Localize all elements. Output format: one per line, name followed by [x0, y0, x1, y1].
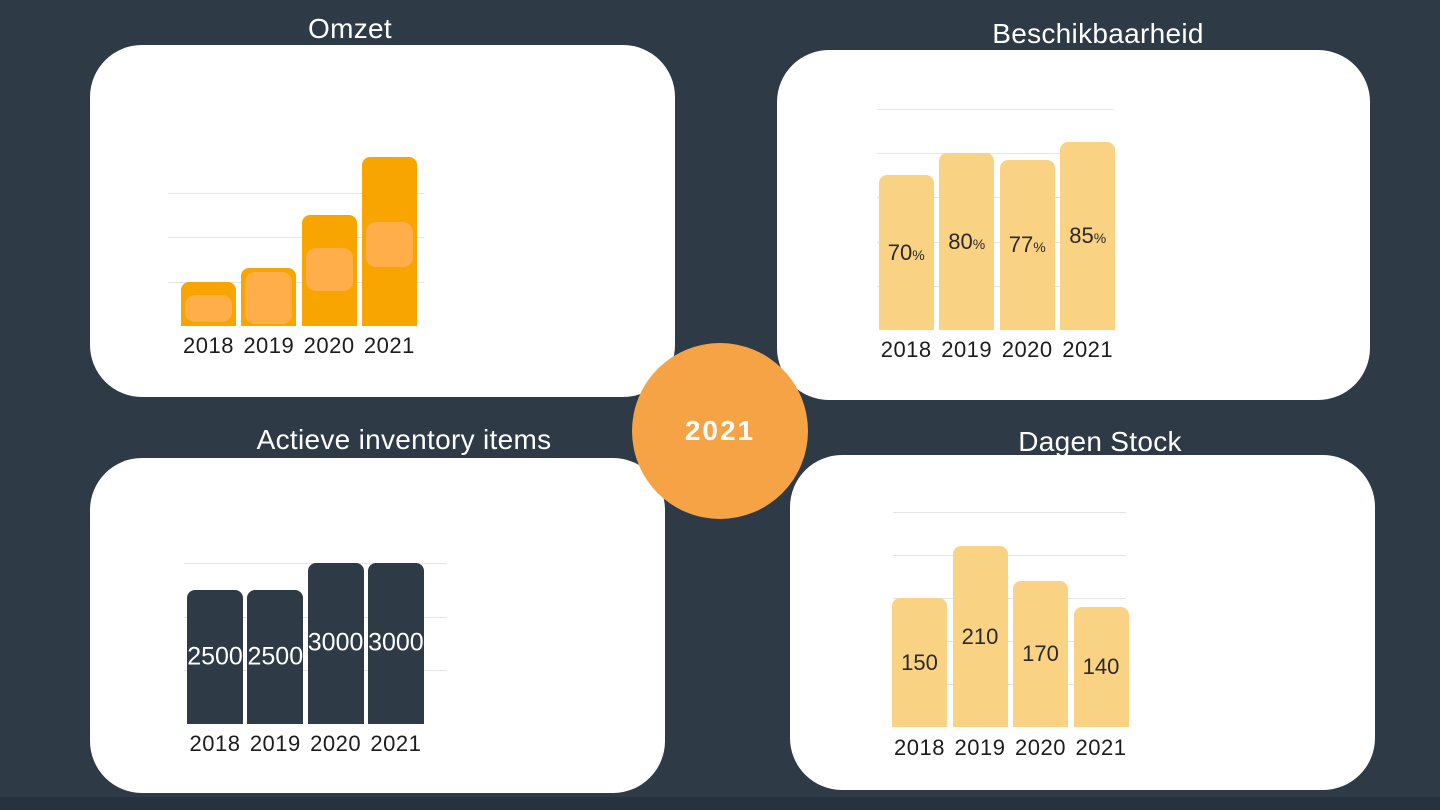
omzet-chart-card: 2018 2019 2020 2021: [90, 45, 675, 397]
beschikbaarheid-x-label-2019: 2019: [941, 337, 993, 362]
inventory-bar-2021[interactable]: 3000: [367, 563, 424, 724]
omzet-bar-highlight: [305, 247, 353, 291]
inventory-bar-2018[interactable]: 2500: [187, 590, 243, 724]
beschikbaarheid-bar-2019[interactable]: 80%: [939, 153, 995, 330]
dagen-x-label-2021: 2021: [1075, 734, 1127, 760]
omzet-x-label-2018: 2018: [183, 333, 234, 358]
omzet-x-label-2021: 2021: [363, 333, 415, 358]
omzet-x-axis-labels: 2018 2019 2020 2021: [181, 333, 417, 359]
inventory-value-label: 3000: [368, 628, 424, 657]
inventory-x-axis-labels: 2018 2019 2020 2021: [187, 731, 424, 757]
dagen-gridline: [893, 641, 1126, 643]
beschikbaarheid-gridline: [877, 153, 1114, 155]
beschikbaarheid-value-label: 80%: [948, 228, 986, 254]
dagen-gridline: [893, 598, 1126, 600]
omzet-bar-2020[interactable]: [301, 214, 357, 326]
omzet-x-label-2020: 2020: [303, 333, 355, 358]
dagen-bar-2018[interactable]: 150: [892, 598, 947, 728]
chart-title-dagen-stock: Dagen Stock: [1018, 426, 1182, 457]
bottom-edge-strip: [0, 797, 1440, 810]
beschikbaarheid-x-axis-labels: 2018 2019 2020 2021: [879, 337, 1116, 363]
beschikbaarheid-gridline: [877, 108, 1114, 110]
dagen-gridline: [893, 555, 1126, 557]
dagen-gridline: [893, 684, 1126, 686]
beschikbaarheid-gridline: [877, 241, 1114, 243]
chart-title-beschikbaarheid: Beschikbaarheid: [992, 18, 1204, 49]
omzet-x-label-2019: 2019: [243, 333, 295, 358]
inventory-value-label: 2500: [187, 642, 243, 671]
omzet-bar-highlight: [245, 272, 293, 325]
omzet-bar-highlight: [365, 221, 413, 267]
dagen-bar-2019[interactable]: 210: [952, 546, 1008, 728]
beschikbaarheid-x-label-2020: 2020: [1001, 337, 1053, 362]
inventory-x-label-2020: 2020: [310, 730, 362, 756]
beschikbaarheid-x-label-2021: 2021: [1062, 337, 1114, 362]
percent-suffix: %: [1093, 229, 1107, 246]
dagen-value-label: 150: [901, 649, 938, 675]
actieve-inventory-items-chart-card: 2500 2500 3000 3000 2018 2019 2020 2021: [90, 458, 665, 793]
dagen-bar-2021[interactable]: 140: [1073, 606, 1129, 728]
beschikbaarheid-gridline: [877, 285, 1114, 287]
omzet-gridline: [168, 192, 424, 194]
chart-title-actieve-inventory-items: Actieve inventory items: [256, 424, 552, 455]
omzet-bar-2021[interactable]: [361, 156, 417, 326]
beschikbaarheid-bar-2018[interactable]: 70%: [878, 175, 934, 330]
dagen-x-label-2020: 2020: [1015, 734, 1066, 760]
beschikbaarheid-value-label: 85%: [1069, 222, 1107, 248]
inventory-value-label: 3000: [307, 628, 364, 657]
inventory-bar-2020[interactable]: 3000: [307, 563, 364, 724]
dagen-x-axis-labels: 2018 2019 2020 2021: [892, 735, 1129, 761]
omzet-bar-2018[interactable]: [181, 281, 236, 326]
percent-suffix: %: [912, 246, 925, 263]
inventory-value-label: 2500: [247, 642, 304, 671]
percent-suffix: %: [972, 235, 986, 252]
omzet-bar-highlight: [185, 294, 232, 322]
dagen-value-label: 170: [1022, 641, 1059, 667]
dagen-value-label: 210: [961, 623, 999, 649]
beschikbaarheid-chart-card: 70% 80% 77% 85% 2018 2019 2020 2021: [777, 50, 1370, 400]
inventory-x-label-2019: 2019: [249, 730, 301, 756]
beschikbaarheid-value-label: 70%: [887, 239, 925, 265]
dagen-bar-2020[interactable]: 170: [1013, 580, 1068, 728]
dagen-x-label-2019: 2019: [954, 734, 1006, 760]
dagen-value-label: 140: [1082, 654, 1120, 680]
beschikbaarheid-gridline: [877, 197, 1114, 199]
year-badge-label: 2021: [684, 415, 756, 446]
omzet-bar-2019[interactable]: [241, 268, 297, 326]
dagen-gridline: [893, 512, 1126, 513]
beschikbaarheid-bar-2020[interactable]: 77%: [999, 159, 1055, 330]
dagen-x-label-2018: 2018: [894, 734, 945, 760]
inventory-bar-2019[interactable]: 2500: [247, 590, 304, 724]
dagen-stock-chart-card: 150 210 170 140 2018 2019 2020 2021: [790, 455, 1375, 790]
beschikbaarheid-bar-2021[interactable]: 85%: [1060, 141, 1116, 330]
inventory-x-label-2018: 2018: [189, 730, 241, 756]
percent-suffix: %: [1033, 238, 1046, 255]
year-badge[interactable]: 2021: [632, 343, 808, 519]
beschikbaarheid-value-label: 77%: [1008, 231, 1046, 257]
beschikbaarheid-x-label-2018: 2018: [880, 337, 932, 362]
chart-title-omzet: Omzet: [308, 13, 392, 44]
inventory-x-label-2021: 2021: [370, 730, 422, 756]
omzet-gridline: [168, 237, 424, 238]
